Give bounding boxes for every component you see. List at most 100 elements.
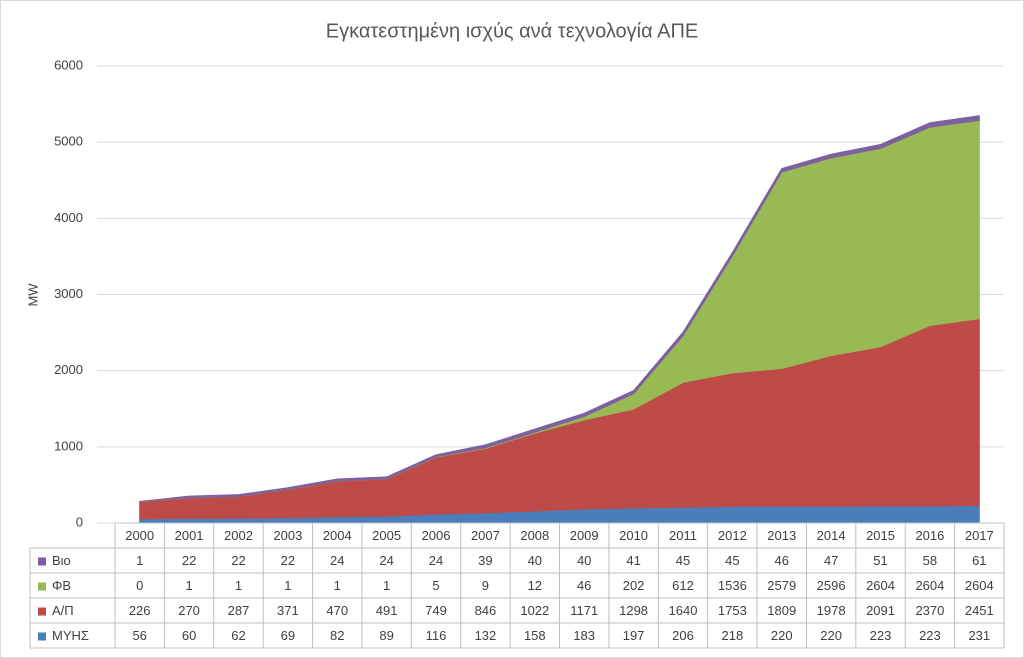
table-value: 22 [231, 553, 245, 568]
legend-label: Βιο [52, 553, 71, 568]
x-tick-label: 2012 [718, 528, 747, 543]
legend-swatch [38, 582, 46, 591]
table-value: 371 [277, 603, 299, 618]
x-tick-label: 2000 [125, 528, 154, 543]
table-value: 45 [676, 553, 690, 568]
x-tick-label: 2007 [471, 528, 500, 543]
x-tick-label: 2001 [175, 528, 204, 543]
table-value: 40 [577, 553, 591, 568]
table-value: 197 [623, 628, 645, 643]
table-value: 2091 [866, 603, 895, 618]
table-value: 749 [425, 603, 447, 618]
table-value: 1753 [718, 603, 747, 618]
table-value: 183 [573, 628, 595, 643]
table-value: 1298 [619, 603, 648, 618]
table-value: 220 [820, 628, 842, 643]
y-tick-label: 0 [76, 514, 83, 529]
table-value: 46 [577, 578, 591, 593]
table-value: 1536 [718, 578, 747, 593]
table-value: 22 [182, 553, 196, 568]
table-value: 158 [524, 628, 546, 643]
table-value: 24 [429, 553, 443, 568]
x-tick-label: 2008 [520, 528, 549, 543]
table-value: 2579 [767, 578, 796, 593]
legend-swatch [38, 557, 46, 566]
x-tick-label: 2005 [372, 528, 401, 543]
table-value: 61 [972, 553, 986, 568]
table-value: 46 [775, 553, 789, 568]
table-value: 89 [379, 628, 393, 643]
legend-swatch [38, 632, 46, 641]
table-value: 218 [722, 628, 744, 643]
x-tick-label: 2004 [323, 528, 352, 543]
table-value: 5 [432, 578, 439, 593]
y-tick-label: 6000 [54, 57, 83, 72]
y-tick-label: 3000 [54, 286, 83, 301]
table-value: 12 [528, 578, 542, 593]
table-value: 1809 [767, 603, 796, 618]
legend-label: ΦΒ [52, 578, 71, 593]
table-value: 82 [330, 628, 344, 643]
legend-label: Α/Π [52, 603, 74, 618]
table-value: 62 [231, 628, 245, 643]
y-axis-label: MW [25, 283, 40, 307]
table-value: 270 [178, 603, 200, 618]
y-tick-label: 5000 [54, 134, 83, 149]
table-value: 24 [379, 553, 393, 568]
table-value: 223 [919, 628, 941, 643]
table-value: 202 [623, 578, 645, 593]
table-value: 39 [478, 553, 492, 568]
table-value: 287 [228, 603, 250, 618]
table-value: 2451 [965, 603, 994, 618]
table-value: 1171 [570, 603, 598, 618]
table-value: 24 [330, 553, 344, 568]
table-value: 1 [383, 578, 390, 593]
y-tick-label: 1000 [54, 438, 83, 453]
table-value: 231 [968, 628, 990, 643]
table-value: 2604 [915, 578, 944, 593]
table-value: 612 [672, 578, 694, 593]
table-value: 223 [870, 628, 892, 643]
legend-swatch [38, 607, 46, 616]
y-tick-label: 4000 [54, 210, 83, 225]
table-value: 9 [482, 578, 489, 593]
table-value: 1978 [817, 603, 846, 618]
table-value: 51 [873, 553, 887, 568]
table-value: 41 [626, 553, 640, 568]
table-value: 60 [182, 628, 196, 643]
x-tick-label: 2016 [915, 528, 944, 543]
table-value: 116 [426, 628, 447, 643]
table-value: 58 [923, 553, 937, 568]
table-value: 0 [136, 578, 143, 593]
table-value: 69 [281, 628, 295, 643]
table-value: 1 [284, 578, 291, 593]
table-value: 2604 [866, 578, 895, 593]
table-value: 220 [771, 628, 793, 643]
table-value: 1 [235, 578, 242, 593]
table-value: 2370 [915, 603, 944, 618]
x-tick-label: 2015 [866, 528, 895, 543]
legend-label: ΜΥΗΣ [52, 628, 89, 643]
x-tick-label: 2010 [619, 528, 648, 543]
table-value: 206 [672, 628, 694, 643]
table-value: 1 [185, 578, 192, 593]
x-tick-label: 2009 [570, 528, 599, 543]
x-tick-label: 2003 [273, 528, 302, 543]
x-tick-label: 2002 [224, 528, 253, 543]
table-value: 45 [725, 553, 739, 568]
table-value: 2596 [817, 578, 846, 593]
table-value: 226 [129, 603, 151, 618]
chart-title: Εγκατεστημένη ισχύς ανά τεχνολογία ΑΠΕ [326, 20, 699, 42]
x-tick-label: 2013 [767, 528, 796, 543]
table-value: 56 [132, 628, 146, 643]
table-value: 491 [376, 603, 398, 618]
table-value: 1 [334, 578, 341, 593]
table-value: 1640 [669, 603, 698, 618]
table-value: 132 [475, 628, 497, 643]
x-tick-label: 2011 [669, 528, 697, 543]
x-tick-label: 2006 [422, 528, 451, 543]
table-value: 1 [136, 553, 143, 568]
x-tick-label: 2014 [817, 528, 846, 543]
x-tick-label: 2017 [965, 528, 994, 543]
